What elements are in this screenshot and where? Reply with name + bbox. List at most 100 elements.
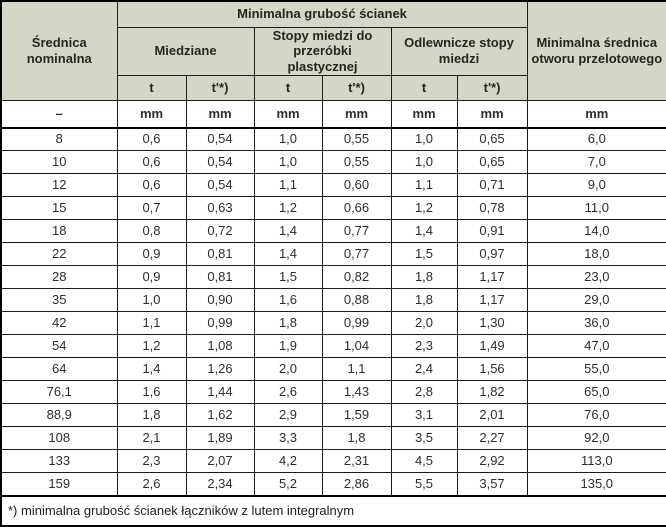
table-row: 159 2,6 2,34 5,2 2,86 5,5 3,57 135,0 <box>0 472 666 497</box>
cell-nominal-diameter: 10 <box>0 150 118 175</box>
cell-nominal-diameter: 76,1 <box>0 380 118 405</box>
cell-nominal-diameter: 42 <box>0 311 118 336</box>
cell-value: 1,4 <box>116 357 187 382</box>
cell-value: 3,3 <box>253 426 323 451</box>
cell-value: 0,9 <box>116 242 187 267</box>
cell-nominal-diameter: 54 <box>0 334 118 359</box>
cell-nominal-diameter: 88,9 <box>0 403 118 428</box>
cell-value: 1,8 <box>116 403 187 428</box>
cell-value: 0,97 <box>456 242 528 267</box>
cell-value: 1,0 <box>390 127 458 152</box>
unit-cell-mm: mm <box>526 100 666 129</box>
cell-value: 2,01 <box>456 403 528 428</box>
header-row-groups-top: Średnica nominalna Minimalna grubość ści… <box>0 0 666 102</box>
header-row-material-groups: Miedziane Stopy miedzi do przeróbki plas… <box>1 26 666 77</box>
cell-nominal-diameter: 108 <box>0 426 118 451</box>
cell-nominal-diameter: 8 <box>0 127 118 152</box>
footnote-text: *) minimalna grubość ścianek łączników z… <box>0 494 666 527</box>
cell-value: 0,77 <box>321 219 392 244</box>
cell-value: 0,78 <box>456 196 528 221</box>
cell-value: 2,92 <box>456 449 528 474</box>
cell-value: 0,72 <box>185 219 255 244</box>
cell-value: 76,0 <box>526 403 666 428</box>
cell-value: 1,5 <box>253 265 323 290</box>
table-row: 76,1 1,6 1,44 2,6 1,43 2,8 1,82 65,0 <box>0 380 666 405</box>
header-bore: Minimalna średnica otworu przelotowego <box>526 0 666 102</box>
cell-value: 3,57 <box>456 472 528 497</box>
cell-value: 2,6 <box>253 380 323 405</box>
header-group-cast-alloys: Odlewnicze stopy miedzi <box>390 26 528 77</box>
cell-value: 135,0 <box>526 472 666 497</box>
cell-value: 0,90 <box>185 288 255 313</box>
table-row: 88,9 1,8 1,62 2,9 1,59 3,1 2,01 76,0 <box>0 403 666 428</box>
cell-value: 1,82 <box>456 380 528 405</box>
cell-value: 1,6 <box>116 380 187 405</box>
cell-value: 11,0 <box>526 196 666 221</box>
header-subcol-t-1: t <box>116 75 187 102</box>
cell-value: 1,5 <box>390 242 458 267</box>
table-row: 64 1,4 1,26 2,0 1,1 2,4 1,56 55,0 <box>0 357 666 382</box>
table-row: 42 1,1 0,99 1,8 0,99 2,0 1,30 36,0 <box>0 311 666 336</box>
cell-value: 0,8 <box>116 219 187 244</box>
cell-value: 65,0 <box>526 380 666 405</box>
header-group-wrought-alloys: Stopy miedzi do przeróbki plastycznej <box>253 26 392 77</box>
cell-value: 1,4 <box>390 219 458 244</box>
cell-value: 0,55 <box>321 150 392 175</box>
cell-value: 113,0 <box>526 449 666 474</box>
cell-value: 1,1 <box>390 173 458 198</box>
cell-value: 2,86 <box>321 472 392 497</box>
unit-cell-mm: mm <box>185 100 255 129</box>
cell-value: 1,1 <box>253 173 323 198</box>
header-diameter: Średnica nominalna <box>0 0 118 102</box>
cell-value: 47,0 <box>526 334 666 359</box>
cell-value: 1,8 <box>390 265 458 290</box>
cell-value: 0,9 <box>116 265 187 290</box>
cell-value: 1,8 <box>253 311 323 336</box>
cell-value: 2,4 <box>390 357 458 382</box>
cell-value: 2,0 <box>390 311 458 336</box>
cell-value: 2,8 <box>390 380 458 405</box>
header-subcol-tprime-1: t'*) <box>185 75 255 102</box>
cell-value: 1,44 <box>185 380 255 405</box>
cell-nominal-diameter: 12 <box>0 173 118 198</box>
cell-value: 1,0 <box>253 150 323 175</box>
cell-value: 2,3 <box>116 449 187 474</box>
table-row: 10 0,6 0,54 1,0 0,55 1,0 0,65 7,0 <box>0 150 666 175</box>
cell-value: 1,59 <box>321 403 392 428</box>
cell-value: 1,30 <box>456 311 528 336</box>
table-row: 22 0,9 0,81 1,4 0,77 1,5 0,97 18,0 <box>0 242 666 267</box>
cell-value: 1,2 <box>390 196 458 221</box>
cell-value: 3,5 <box>390 426 458 451</box>
cell-value: 2,6 <box>116 472 187 497</box>
cell-value: 0,66 <box>321 196 392 221</box>
table-header: Średnica nominalna Minimalna grubość ści… <box>0 0 666 102</box>
table-row: 15 0,7 0,63 1,2 0,66 1,2 0,78 11,0 <box>0 196 666 221</box>
cell-value: 1,26 <box>185 357 255 382</box>
cell-nominal-diameter: 18 <box>0 219 118 244</box>
cell-value: 1,6 <box>253 288 323 313</box>
cell-value: 7,0 <box>526 150 666 175</box>
cell-value: 0,63 <box>185 196 255 221</box>
cell-value: 0,82 <box>321 265 392 290</box>
cell-value: 0,65 <box>456 127 528 152</box>
cell-value: 0,81 <box>185 265 255 290</box>
cell-value: 1,08 <box>185 334 255 359</box>
table-row: 35 1,0 0,90 1,6 0,88 1,8 1,17 29,0 <box>0 288 666 313</box>
cell-value: 9,0 <box>526 173 666 198</box>
cell-value: 1,2 <box>116 334 187 359</box>
cell-nominal-diameter: 35 <box>0 288 118 313</box>
unit-cell-dash: – <box>0 100 118 129</box>
cell-value: 2,1 <box>116 426 187 451</box>
cell-value: 0,54 <box>185 173 255 198</box>
cell-nominal-diameter: 159 <box>0 472 118 497</box>
table-row: 108 2,1 1,89 3,3 1,8 3,5 2,27 92,0 <box>0 426 666 451</box>
units-row: – mm mm mm mm mm mm mm <box>0 100 666 129</box>
header-main-group: Minimalna grubość ścianek <box>116 0 528 28</box>
header-subcol-tprime-3: t'*) <box>456 75 528 102</box>
cell-value: 0,6 <box>116 127 187 152</box>
unit-cell-mm: mm <box>253 100 323 129</box>
cell-value: 2,27 <box>456 426 528 451</box>
cell-value: 1,8 <box>321 426 392 451</box>
table-body: – mm mm mm mm mm mm mm 8 0,6 0,54 1,0 0,55 1,… <box>0 100 666 497</box>
